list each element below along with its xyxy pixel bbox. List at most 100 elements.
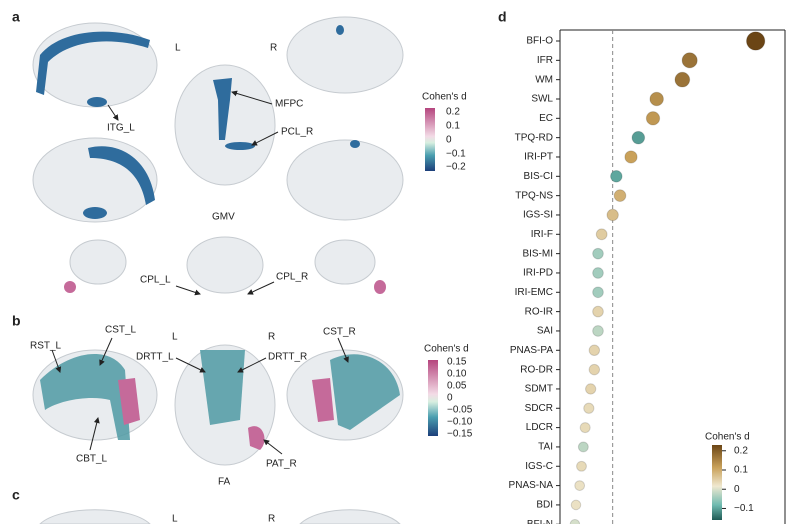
colorbar-label: −0.10 bbox=[447, 417, 473, 428]
brain bbox=[286, 16, 404, 94]
y-tick-label: IRI-EMC bbox=[515, 287, 553, 298]
dot bbox=[631, 130, 646, 145]
annotation: DRTT_L bbox=[136, 352, 174, 363]
colorbar-label: 0.15 bbox=[447, 357, 467, 368]
cluster bbox=[312, 378, 334, 422]
dot bbox=[745, 31, 766, 51]
panel-label: a bbox=[12, 9, 20, 25]
annotation: CPL_L bbox=[140, 275, 171, 286]
cerebellum bbox=[186, 236, 264, 294]
dot bbox=[585, 383, 597, 395]
colorbar-label: −0.2 bbox=[446, 162, 466, 173]
dot bbox=[570, 499, 582, 511]
brain bbox=[286, 139, 404, 221]
arrow bbox=[231, 90, 273, 105]
y-tick-label: BDI bbox=[536, 500, 553, 511]
tract bbox=[40, 353, 130, 440]
arrow bbox=[107, 104, 119, 121]
y-tick-label: WM bbox=[535, 74, 553, 85]
cluster bbox=[87, 97, 107, 107]
cluster bbox=[213, 78, 232, 140]
annotation: ITG_L bbox=[107, 123, 135, 134]
y-tick-label: PNAS-NA bbox=[509, 480, 554, 491]
y-tick-label: TAI bbox=[538, 442, 553, 453]
hemisphere-label: L bbox=[172, 332, 178, 343]
dot bbox=[592, 305, 604, 318]
cluster bbox=[350, 140, 360, 148]
dot bbox=[583, 402, 595, 414]
hemisphere-label: R bbox=[270, 43, 277, 54]
dot bbox=[576, 460, 587, 472]
y-tick-label: SDCR bbox=[525, 403, 553, 414]
cluster bbox=[225, 142, 255, 150]
arrow bbox=[337, 337, 349, 363]
y-tick-label: RO-IR bbox=[525, 306, 553, 317]
y-tick-label: IGS-C bbox=[525, 461, 553, 472]
dot bbox=[592, 286, 604, 299]
tract bbox=[330, 354, 400, 430]
panel-label: b bbox=[12, 313, 21, 329]
dot bbox=[613, 189, 627, 202]
colorbar-label: 0 bbox=[734, 484, 740, 495]
annotation: FA bbox=[218, 477, 231, 488]
y-tick-label: SWL bbox=[531, 94, 553, 105]
cluster bbox=[118, 378, 140, 425]
arrow bbox=[251, 131, 279, 146]
dot bbox=[592, 247, 604, 260]
cluster bbox=[248, 426, 265, 450]
colorbar-label: 0.2 bbox=[446, 107, 460, 118]
brain bbox=[299, 509, 401, 524]
annotation: DRTT_R bbox=[268, 352, 307, 363]
colorbar-label: −0.1 bbox=[734, 503, 754, 514]
dot bbox=[610, 170, 623, 183]
annotation: CBT_L bbox=[76, 454, 108, 465]
cluster bbox=[88, 146, 155, 205]
cluster bbox=[64, 281, 76, 293]
dot bbox=[681, 52, 698, 69]
hemisphere-label: L bbox=[175, 43, 181, 54]
y-tick-label: LDCR bbox=[526, 422, 553, 433]
y-tick-label: RO-DR bbox=[520, 364, 553, 375]
dot bbox=[574, 480, 586, 491]
hemisphere-label: L bbox=[172, 514, 178, 524]
arrow bbox=[99, 337, 113, 366]
panel-c: c L R bbox=[12, 487, 401, 524]
colorbar-label: 0 bbox=[446, 135, 452, 146]
y-tick-label: IRI-F bbox=[531, 229, 553, 240]
brain bbox=[39, 509, 151, 524]
y-tick-label: BFI-N bbox=[527, 519, 553, 524]
annotation: MFPC bbox=[275, 99, 303, 110]
y-tick-label: IGS-SI bbox=[523, 210, 553, 221]
annotation: RST_L bbox=[30, 341, 62, 352]
panel-b: b L R RST_L CST_L DRTT_L DRTT_R CST_R CB… bbox=[12, 313, 473, 488]
annotation: PCL_R bbox=[281, 127, 313, 138]
y-tick-label: BFI-O bbox=[526, 36, 553, 47]
annotation: CPL_R bbox=[276, 272, 308, 283]
arrow bbox=[263, 439, 283, 455]
y-tick-label: IFR bbox=[537, 55, 553, 66]
hemisphere-label: R bbox=[268, 332, 275, 343]
hemisphere-label: R bbox=[268, 514, 275, 524]
y-tick-label: IRI-PD bbox=[523, 268, 553, 279]
dot bbox=[592, 325, 604, 337]
arrow bbox=[51, 349, 62, 373]
y-tick-label: BIS-CI bbox=[524, 171, 553, 182]
dot bbox=[588, 363, 601, 376]
annotation: CST_L bbox=[105, 325, 137, 336]
dot bbox=[595, 228, 608, 241]
arrow bbox=[89, 417, 100, 451]
colorbar-title: Cohen's d bbox=[705, 432, 750, 443]
cerebellum bbox=[314, 239, 376, 285]
panel-d: d Cohen's d BFI-O IFR WM SWL EC TPQ-RD IRI-PT B… bbox=[498, 9, 786, 524]
dot bbox=[649, 91, 664, 107]
arrow bbox=[247, 281, 275, 295]
colorbar bbox=[428, 360, 438, 436]
panel-label: d bbox=[498, 9, 507, 25]
y-tick-label: EC bbox=[539, 113, 553, 124]
dot bbox=[606, 208, 619, 222]
arrow bbox=[175, 357, 206, 373]
colorbar-label: −0.15 bbox=[447, 429, 473, 440]
cluster bbox=[36, 31, 150, 95]
colorbar bbox=[712, 445, 722, 520]
